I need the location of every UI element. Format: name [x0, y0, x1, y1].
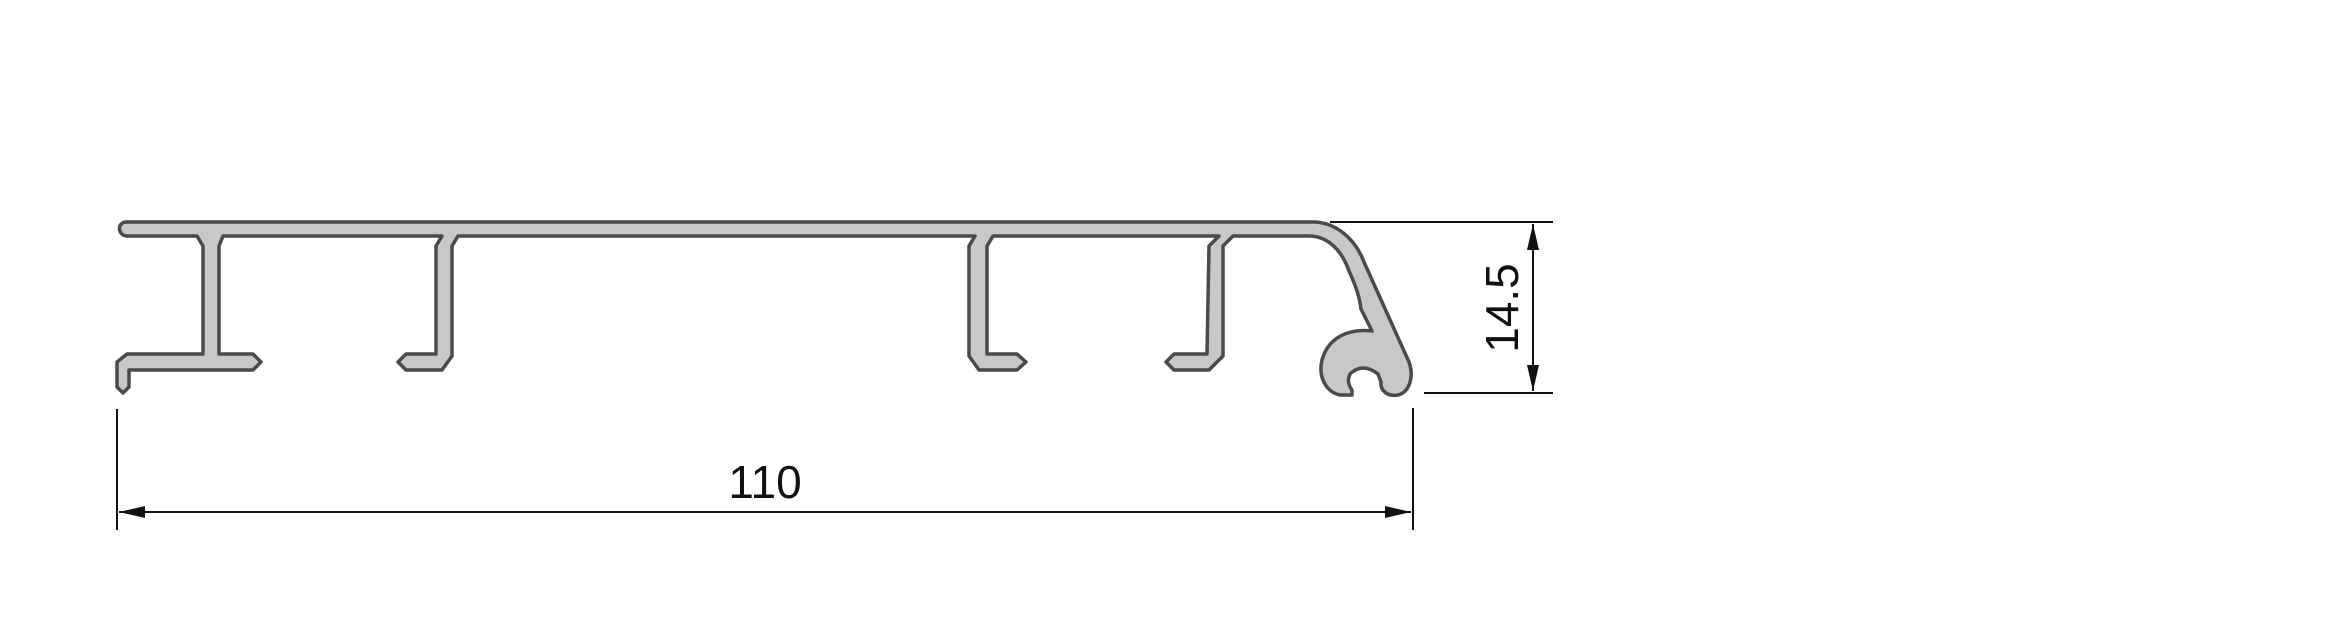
height-dimension-label: 14.5 — [1476, 263, 1528, 353]
arrowhead-bottom — [1527, 365, 1539, 391]
width-dimension — [116, 408, 1414, 530]
height-dimension — [1330, 221, 1553, 394]
profile-section — [115, 220, 1413, 398]
profile-outline — [115, 220, 1413, 398]
width-dimension-label: 110 — [728, 456, 801, 508]
arrowhead-top — [1527, 224, 1539, 250]
arrowhead-right — [1385, 506, 1411, 518]
arrowhead-left — [119, 506, 145, 518]
